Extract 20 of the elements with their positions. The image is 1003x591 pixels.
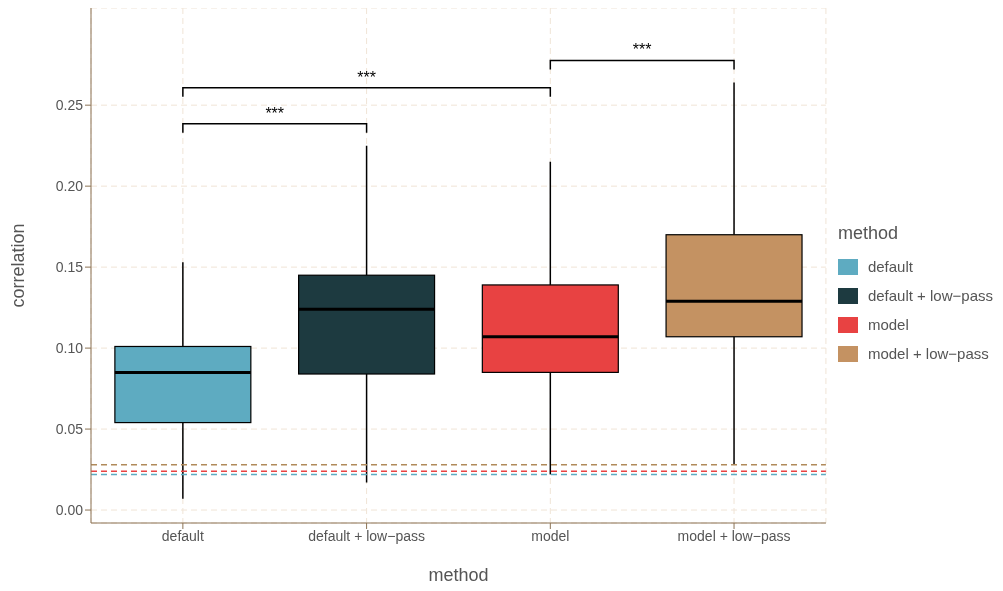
x-tick-label: model bbox=[531, 527, 570, 544]
y-tick-label: 0.10 bbox=[55, 340, 84, 357]
y-axis-title: correlation bbox=[8, 223, 29, 308]
annotation: *** bbox=[357, 68, 376, 86]
annotation: *** bbox=[265, 104, 285, 122]
x-tick-label: default bbox=[161, 527, 204, 544]
legend-label: default + low−pass bbox=[867, 287, 993, 304]
y-tick-label: 0.25 bbox=[55, 97, 84, 114]
legend-label: default bbox=[867, 258, 913, 275]
y-tick-label: 0.15 bbox=[55, 259, 84, 276]
legend-label: model bbox=[867, 316, 909, 333]
y-tick-label: 0.20 bbox=[55, 178, 84, 195]
x-tick-label: default + low−pass bbox=[308, 527, 425, 544]
legend-title: method bbox=[837, 223, 899, 244]
x-tick-label: model + low−pass bbox=[677, 527, 791, 544]
x-axis-title: method bbox=[428, 565, 489, 585]
legend-label: model + low−pass bbox=[867, 345, 989, 362]
annotation: *** bbox=[632, 41, 652, 59]
y-tick-label: 0.05 bbox=[55, 421, 84, 438]
y-tick-label: 0.00 bbox=[55, 502, 84, 519]
